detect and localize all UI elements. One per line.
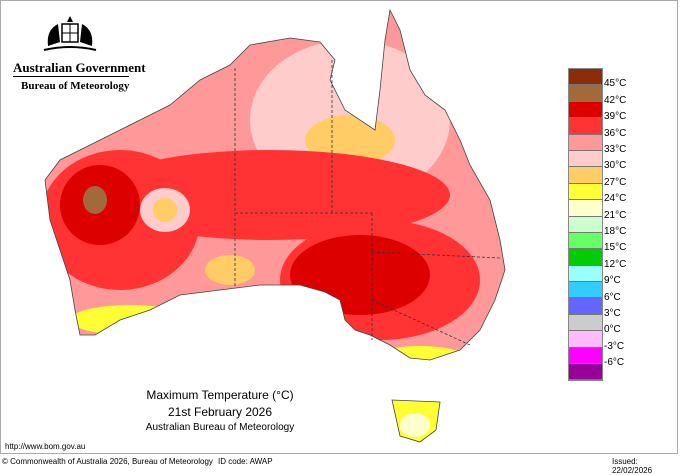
legend-label: 6°C bbox=[604, 291, 621, 303]
region-24-27-sw bbox=[70, 305, 190, 335]
region-39-42-south bbox=[290, 235, 430, 315]
legend-label: 45°C bbox=[604, 78, 627, 90]
legend-label: 24°C bbox=[604, 193, 627, 205]
government-name: Australian Government bbox=[13, 60, 146, 75]
legend-swatch bbox=[569, 282, 602, 299]
map-date: 21st February 2026 bbox=[167, 405, 273, 419]
region-27-30-sa bbox=[205, 255, 255, 285]
legend-label: 33°C bbox=[604, 144, 627, 155]
legend-swatch bbox=[569, 150, 602, 168]
legend-swatch bbox=[569, 200, 602, 217]
agency-name: Bureau of Meteorology bbox=[21, 80, 130, 92]
region-24-27-vic bbox=[370, 346, 470, 374]
map-title: Maximum Temperature (°C) bbox=[146, 388, 294, 402]
state-borders bbox=[234, 60, 501, 346]
legend-swatch bbox=[569, 249, 602, 266]
legend-swatch bbox=[569, 118, 602, 135]
legend-swatch bbox=[569, 232, 602, 250]
legend-label: 18°C bbox=[604, 226, 627, 237]
legend-swatch bbox=[569, 183, 602, 201]
legend-label: 0°C bbox=[604, 324, 621, 336]
legend-swatch bbox=[569, 314, 602, 332]
legend-label: 36°C bbox=[604, 127, 627, 139]
copyright: © Commonwealth of Australia 2026, Bureau… bbox=[2, 457, 213, 466]
legend-label: 27°C bbox=[604, 176, 627, 188]
id-code: ID code: AWAP bbox=[218, 457, 273, 466]
legend-label: 21°C bbox=[604, 209, 627, 221]
legend-swatch bbox=[569, 364, 602, 381]
legend-swatch bbox=[569, 347, 602, 365]
legend-label: 39°C bbox=[604, 111, 627, 123]
legend-swatch bbox=[569, 85, 602, 102]
coat-of-arms-icon bbox=[43, 16, 97, 51]
issued-date: Issued: 22/02/2026 bbox=[612, 457, 653, 475]
color-legend bbox=[568, 68, 603, 382]
map-frame bbox=[0, 0, 678, 454]
legend-label: -6°C bbox=[604, 357, 625, 369]
legend-swatch bbox=[569, 167, 602, 184]
region-21-24-tas bbox=[400, 413, 430, 437]
legend-swatch bbox=[569, 331, 602, 348]
region-42-45 bbox=[83, 186, 107, 214]
legend-label: 12°C bbox=[604, 258, 627, 270]
legend-label: -3°C bbox=[604, 340, 625, 352]
legend-swatch bbox=[569, 265, 602, 283]
legend-label: 3°C bbox=[604, 308, 621, 319]
map-source: Australian Bureau of Meteorology bbox=[145, 422, 295, 433]
legend-label: 42°C bbox=[604, 94, 627, 106]
legend-swatch bbox=[569, 298, 602, 315]
region-27-30-central bbox=[153, 198, 177, 222]
legend-swatch bbox=[569, 101, 602, 119]
header-divider bbox=[13, 76, 129, 77]
website-link[interactable]: http://www.bom.gov.au bbox=[5, 442, 86, 451]
legend-label: 9°C bbox=[604, 275, 621, 287]
legend-swatch bbox=[569, 134, 602, 151]
coat-of-arms-logo bbox=[10, 12, 130, 61]
legend-label: 30°C bbox=[604, 160, 627, 172]
legend-swatch bbox=[569, 216, 602, 233]
legend-label: 15°C bbox=[604, 242, 627, 254]
legend-swatch bbox=[569, 69, 602, 86]
